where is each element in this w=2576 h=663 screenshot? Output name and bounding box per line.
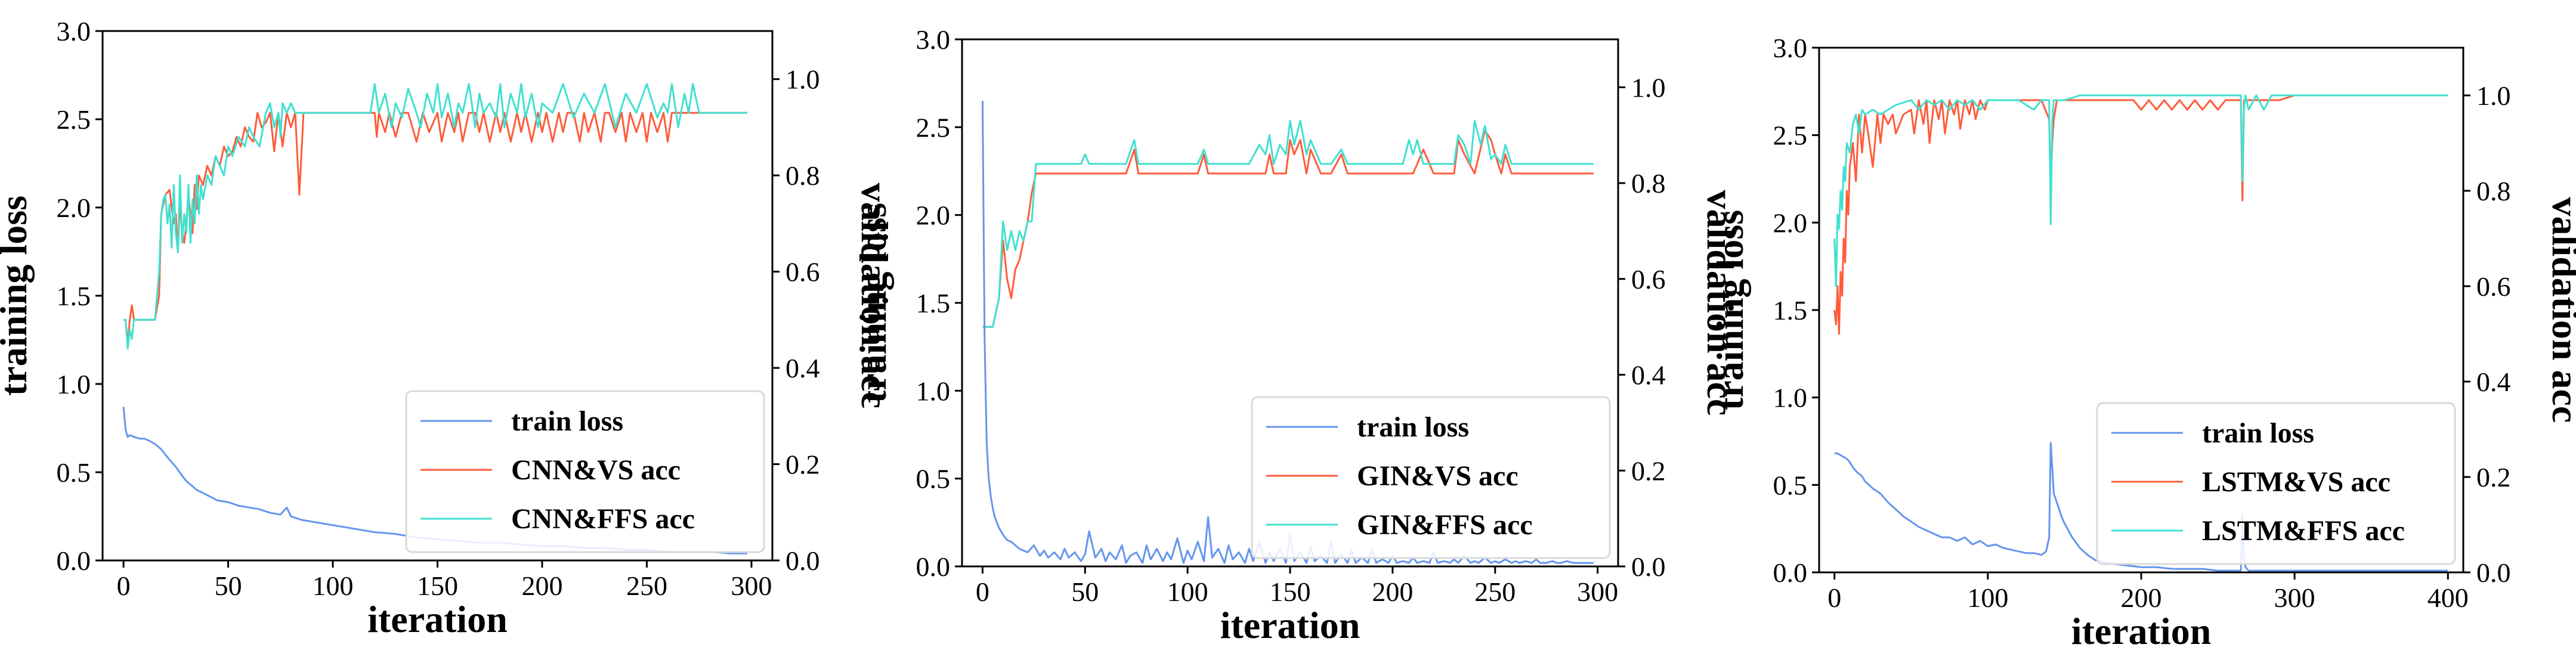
x-tick-label: 150 (1270, 577, 1311, 607)
y-tick-label: 2.0 (916, 200, 951, 231)
y-tick-label: 2.5 (916, 112, 951, 142)
x-axis-label: iteration (2071, 610, 2212, 652)
chart-panel-3: 0 100 200 300 4000.00.51.01.52.02.53.00.00.2… (1709, 33, 2576, 652)
legend: train loss LSTM&VS acc LSTM&FFS acc (2096, 402, 2456, 565)
y-tick-label: 2.0 (1773, 207, 1808, 238)
y2-tick-label: 0.8 (2476, 176, 2511, 206)
y2-tick-label: 0.0 (786, 546, 820, 576)
x-tick-label: 50 (215, 571, 242, 601)
y-tick-label: 3.0 (916, 24, 951, 55)
x-tick-label: 250 (1474, 577, 1516, 607)
y2-tick-label: 0.4 (1631, 360, 1666, 391)
y2-axis-label: validation acc (853, 183, 896, 409)
x-tick-label: 150 (417, 571, 458, 601)
y-axis-label: training loss (0, 196, 35, 396)
x-tick-label: 300 (2274, 583, 2315, 613)
y2-tick-label: 0.6 (786, 257, 820, 287)
y-tick-label: 1.0 (916, 376, 951, 406)
x-tick-label: 100 (1167, 577, 1208, 607)
y2-tick-label: 0.0 (1631, 552, 1666, 582)
series-line-cnn-ffs-acc (123, 83, 747, 350)
y-tick-label: 1.5 (57, 281, 91, 311)
y-axis-label: training loss (1709, 210, 1751, 410)
legend-box (2096, 402, 2456, 565)
x-axis-label: iteration (1220, 604, 1360, 646)
legend-label: LSTM&VS acc (2202, 466, 2391, 498)
legend-label: GIN&FFS acc (1357, 509, 1533, 541)
legend: train loss GIN&VS acc GIN&FFS acc (1251, 396, 1611, 559)
y2-tick-label: 1.0 (1631, 72, 1666, 103)
x-tick-label: 50 (1071, 577, 1099, 607)
y-tick-label: 1.0 (57, 369, 91, 399)
y-tick-label: 2.5 (1773, 120, 1808, 151)
y2-tick-label: 0.8 (1631, 168, 1666, 199)
legend-label: CNN&VS acc (511, 454, 681, 486)
x-tick-label: 0 (117, 571, 131, 601)
legend-label: CNN&FFS acc (511, 503, 695, 535)
series-line-lstm-ffs-acc (1833, 94, 2448, 287)
y-tick-label: 0.5 (57, 457, 91, 488)
x-tick-label: 0 (976, 577, 989, 607)
x-tick-label: 200 (521, 571, 562, 601)
series-line-lstm-vs-acc (1833, 94, 2448, 335)
x-tick-label: 300 (731, 571, 772, 601)
series-line-train-loss (981, 101, 1594, 564)
series-line-cnn-vs-acc (123, 111, 747, 345)
legend: train loss CNN&VS acc CNN&FFS acc (405, 390, 765, 553)
y-tick-label: 2.0 (57, 193, 91, 223)
y-tick-label: 0.0 (1773, 557, 1808, 588)
y2-tick-label: 0.6 (2476, 271, 2511, 302)
x-tick-label: 0 (1827, 583, 1841, 613)
y-tick-label: 0.0 (57, 546, 91, 576)
y2-tick-label: 1.0 (2476, 80, 2511, 111)
y2-axis-label: validation acc (1699, 190, 1742, 416)
series-line-gin-ffs-acc (982, 120, 1594, 328)
x-tick-label: 400 (2427, 583, 2469, 613)
x-tick-label: 100 (1967, 583, 2008, 613)
y-tick-label: 0.5 (1773, 470, 1808, 500)
y2-tick-label: 0.2 (1631, 456, 1666, 486)
y2-tick-label: 0.8 (786, 160, 820, 191)
y2-tick-label: 0.0 (2476, 557, 2511, 588)
x-tick-label: 300 (1577, 577, 1618, 607)
y2-tick-label: 0.4 (786, 353, 820, 383)
x-tick-label: 200 (1372, 577, 1413, 607)
x-axis-label: iteration (367, 598, 508, 640)
y-tick-label: 1.0 (1773, 383, 1808, 413)
legend-label: LSTM&FFS acc (2202, 515, 2405, 547)
y2-tick-label: 0.2 (2476, 462, 2511, 492)
y2-tick-label: 0.2 (786, 450, 820, 480)
y2-tick-label: 0.4 (2476, 367, 2511, 397)
y2-axis-label: validation acc (2544, 197, 2576, 423)
legend-box (405, 390, 765, 553)
legend-label: GIN&VS acc (1357, 460, 1519, 492)
chart-panel-2: 0 50 100 150 200 250 300 0.0 0.5 1.0 1.5 2.0 2.5 3.0 0… (852, 24, 1742, 646)
y-tick-label: 1.5 (1773, 295, 1808, 326)
y-tick-label: 0.0 (916, 552, 951, 582)
x-tick-label: 250 (626, 571, 667, 601)
y2-tick-label: 0.6 (1631, 264, 1666, 295)
legend-label: train loss (1357, 411, 1469, 443)
x-tick-label: 100 (313, 571, 354, 601)
legend-label: train loss (2202, 417, 2314, 449)
chart-panel-1: 0 50 100 150 200 250 300 0.0 0.5 1.0 1.5 2.0 2.5 3.0 0… (0, 16, 896, 640)
legend-label: train loss (511, 405, 623, 437)
y2-tick-label: 1.0 (786, 64, 820, 95)
x-tick-label: 200 (2121, 583, 2162, 613)
y-tick-label: 2.5 (57, 104, 91, 135)
legend-box (1251, 396, 1611, 559)
y-axis-label: training loss (852, 203, 894, 403)
y-tick-label: 1.5 (916, 288, 951, 318)
y-tick-label: 3.0 (1773, 33, 1808, 63)
y-tick-label: 0.5 (916, 464, 951, 494)
y-tick-label: 3.0 (57, 16, 91, 47)
